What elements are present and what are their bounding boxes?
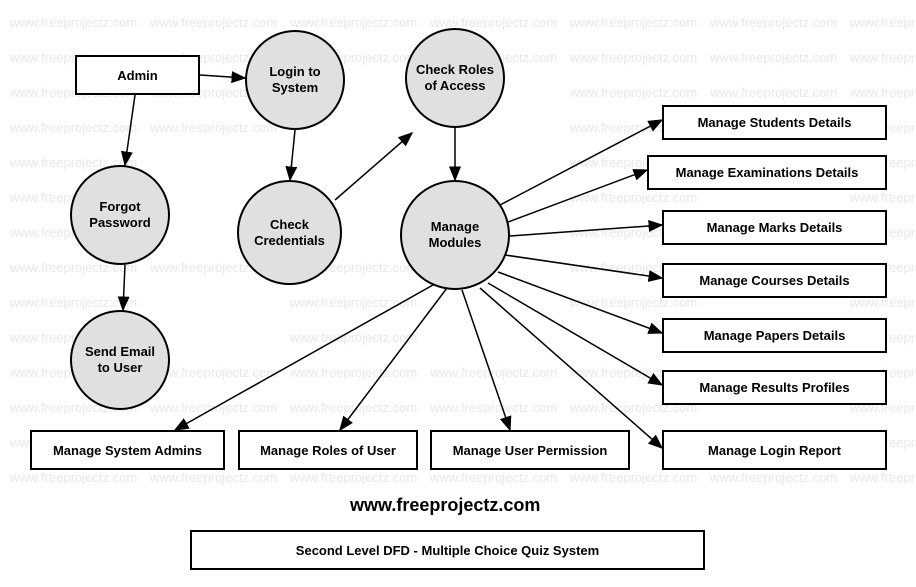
watermark: www.freeprojectz.com (10, 15, 137, 30)
node-ms_marks: Manage Marks Details (662, 210, 887, 245)
watermark: www.freeprojectz.com (570, 50, 697, 65)
node-ms_login_rep: Manage Login Report (662, 430, 887, 470)
watermark: www.freeprojectz.com (10, 295, 137, 310)
watermark: www.freeprojectz.com (150, 15, 277, 30)
node-admin: Admin (75, 55, 200, 95)
node-ms_papers: Manage Papers Details (662, 318, 887, 353)
watermark: www.freeprojectz.com (150, 120, 277, 135)
node-ms_exam: Manage Examinations Details (647, 155, 887, 190)
watermark: www.freeprojectz.com (290, 400, 417, 415)
watermark: www.freeprojectz.com (570, 190, 697, 205)
watermark: www.freeprojectz.com (150, 400, 277, 415)
watermark: www.freeprojectz.com (290, 15, 417, 30)
watermark: www.freeprojectz.com (570, 85, 697, 100)
watermark: www.freeprojectz.com (430, 365, 557, 380)
watermark: www.freeprojectz.com (850, 190, 916, 205)
watermark: www.freeprojectz.com (710, 470, 837, 485)
watermark: www.freeprojectz.com (290, 365, 417, 380)
node-check_roles: Check Roles of Access (405, 28, 505, 128)
watermark: www.freeprojectz.com (150, 470, 277, 485)
watermark: www.freeprojectz.com (850, 50, 916, 65)
node-forgot: Forgot Password (70, 165, 170, 265)
node-ms_perm: Manage User Permission (430, 430, 630, 470)
watermark: www.freeprojectz.com (290, 295, 417, 310)
node-ms_roles: Manage Roles of User (238, 430, 418, 470)
watermark: www.freeprojectz.com (850, 85, 916, 100)
node-manage_modules: Manage Modules (400, 180, 510, 290)
node-ms_admins: Manage System Admins (30, 430, 225, 470)
watermark: www.freeprojectz.com (430, 470, 557, 485)
watermark: www.freeprojectz.com (850, 470, 916, 485)
watermark: www.freeprojectz.com (10, 470, 137, 485)
watermark: www.freeprojectz.com (570, 470, 697, 485)
watermark: www.freeprojectz.com (430, 400, 557, 415)
watermark: www.freeprojectz.com (710, 50, 837, 65)
node-login: Login to System (245, 30, 345, 130)
node-send_email: Send Email to User (70, 310, 170, 410)
node-ms_courses: Manage Courses Details (662, 263, 887, 298)
node-title: Second Level DFD - Multiple Choice Quiz … (190, 530, 705, 570)
watermark: www.freeprojectz.com (570, 15, 697, 30)
watermark: www.freeprojectz.com (710, 15, 837, 30)
url-label: www.freeprojectz.com (350, 495, 540, 516)
watermark: www.freeprojectz.com (290, 330, 417, 345)
node-ms_students: Manage Students Details (662, 105, 887, 140)
watermark: www.freeprojectz.com (710, 85, 837, 100)
node-check_cred: Check Credentials (237, 180, 342, 285)
watermark: www.freeprojectz.com (10, 120, 137, 135)
watermark: www.freeprojectz.com (290, 470, 417, 485)
watermark: www.freeprojectz.com (850, 15, 916, 30)
node-ms_results: Manage Results Profiles (662, 370, 887, 405)
